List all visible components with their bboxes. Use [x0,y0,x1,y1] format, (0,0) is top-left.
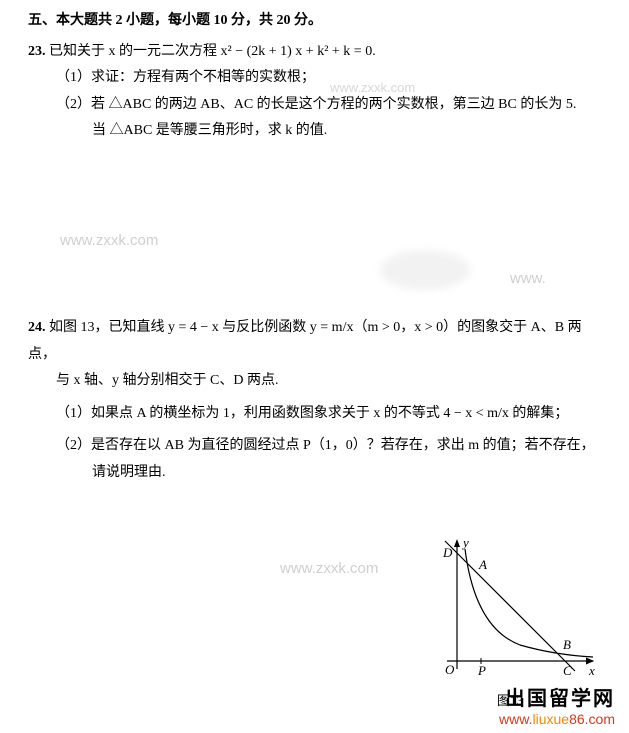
footer-brand-url: www.liuxue86.com [499,711,615,727]
q24-stem-line1: 如图 13，已知直线 y = 4 − x 与反比例函数 y = m/x（m > … [28,320,582,362]
svg-text:y: y [461,535,469,550]
section-header: 五、本大题共 2 小题，每小题 10 分，共 20 分。 [28,8,601,35]
q24-part1: （1）如果点 A 的横坐标为 1，利用函数图象求关于 x 的不等式 4 − x … [28,401,601,428]
svg-text:C: C [563,663,572,678]
question-23: 23. 已知关于 x 的一元二次方程 x² − (2k + 1) x + k² … [28,39,601,145]
q23-stem: 已知关于 x 的一元二次方程 x² − (2k + 1) x + k² + k … [49,44,376,59]
q24-number: 24. [28,315,46,342]
figure-13-svg: y x O D A B C P [425,533,595,683]
q23-part2-line2: 当 △ABC 是等腰三角形时，求 k 的值. [28,118,601,145]
footer-url-part3: 86.com [569,711,615,727]
footer-brand-title: 出国留学网 [499,682,615,711]
svg-text:O: O [445,662,455,677]
footer-brand: 出国留学网 www.liuxue86.com [499,682,615,727]
svg-text:B: B [563,637,571,652]
q24-part2-line1: （2）是否存在以 AB 为直径的圆经过点 P（1，0）？若存在，求出 m 的值；… [28,433,601,460]
footer-url-part2: liuxue [532,711,569,727]
svg-text:P: P [477,663,486,678]
q24-part2-line2: 请说明理由. [28,460,601,487]
svg-text:x: x [588,663,595,678]
q24-stem-line2: 与 x 轴、y 轴分别相交于 C、D 两点. [28,368,601,395]
svg-text:A: A [478,557,487,572]
q23-part1: （1）求证：方程有两个不相等的实数根； [28,65,601,92]
question-24: 24. 如图 13，已知直线 y = 4 − x 与反比例函数 y = m/x（… [28,315,601,487]
svg-text:D: D [442,545,453,560]
watermark-text: www.zxxk.com [280,560,378,577]
q23-part2-line1: （2）若 △ABC 的两边 AB、AC 的长是这个方程的两个实数根，第三边 BC… [28,92,601,119]
q23-number: 23. [28,39,46,66]
footer-url-part1: www. [499,711,532,727]
